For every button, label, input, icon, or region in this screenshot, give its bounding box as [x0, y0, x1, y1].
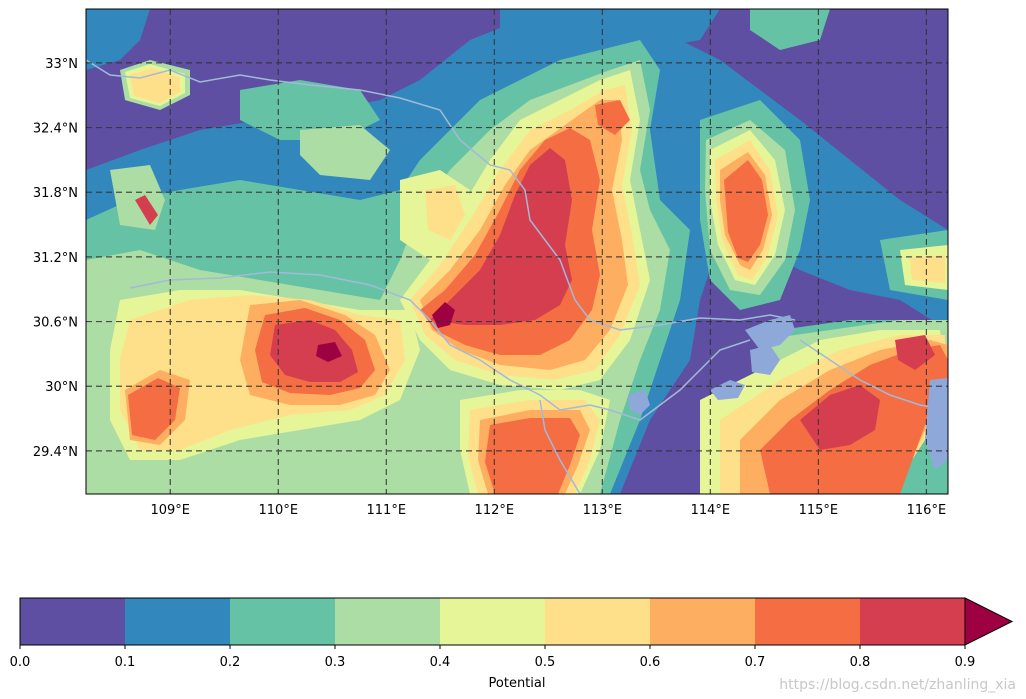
colorbar-tick-label: 0.8 — [850, 655, 871, 670]
lat-tick-label: 30.6°N — [33, 316, 78, 331]
colorbar — [19, 597, 1014, 646]
colorbar-ticks: 0.0 0.1 0.2 0.3 0.4 0.5 0.6 0.7 0.8 0.9 — [10, 645, 976, 670]
colorbar-segment — [335, 598, 441, 645]
lat-tick-label: 30°N — [45, 380, 78, 395]
lakes — [628, 315, 948, 470]
lon-tick-label: 110°E — [259, 503, 299, 518]
colorbar-label: Potential — [489, 676, 546, 691]
watermark: https://blog.csdn.net/zhanling_xia — [779, 677, 1016, 693]
colorbar-segment — [20, 598, 126, 645]
lat-tick-label: 32.4°N — [33, 122, 78, 137]
lon-tick-label: 111°E — [367, 503, 407, 518]
lon-tick-label: 109°E — [150, 503, 190, 518]
colorbar-segment — [650, 598, 756, 645]
colorbar-segment — [125, 598, 231, 645]
colorbar-segment — [860, 598, 966, 645]
lat-tick-label: 29.4°N — [33, 445, 78, 460]
colorbar-tick-label: 0.0 — [10, 655, 31, 670]
colorbar-segment — [545, 598, 651, 645]
lon-tick-label: 114°E — [691, 503, 731, 518]
lat-tick-label: 33°N — [45, 57, 78, 72]
colorbar-segment — [440, 598, 546, 645]
lon-tick-label: 115°E — [799, 503, 839, 518]
lat-tick-label: 31.2°N — [33, 251, 78, 266]
colorbar-tick-label: 0.5 — [535, 655, 556, 670]
colorbar-tick-label: 0.9 — [955, 655, 976, 670]
colorbar-segment — [755, 598, 861, 645]
map-frame — [85, 8, 949, 495]
colorbar-extend-triangle — [964, 597, 1014, 646]
colorbar-tick-label: 0.6 — [640, 655, 661, 670]
colorbar-tick-label: 0.7 — [745, 655, 766, 670]
colorbar-tick-label: 0.2 — [220, 655, 241, 670]
rivers — [86, 59, 948, 494]
colorbar-frame — [19, 597, 966, 646]
lon-tick-labels: 109°E 110°E 111°E 112°E 113°E 114°E 115°E 116°E — [150, 503, 946, 518]
lon-tick-label: 116°E — [907, 503, 947, 518]
lon-tick-label: 113°E — [583, 503, 623, 518]
colorbar-tick-label: 0.1 — [115, 655, 136, 670]
gridlines — [86, 9, 948, 494]
lon-tick-label: 112°E — [475, 503, 515, 518]
colorbar-tick-label: 0.3 — [325, 655, 346, 670]
lat-tick-label: 31.8°N — [33, 186, 78, 201]
lat-tick-labels: 33°N 32.4°N 31.8°N 31.2°N 30.6°N 30°N 29.4°N — [33, 57, 78, 460]
colorbar-tick-label: 0.4 — [430, 655, 451, 670]
colorbar-segment — [230, 598, 336, 645]
